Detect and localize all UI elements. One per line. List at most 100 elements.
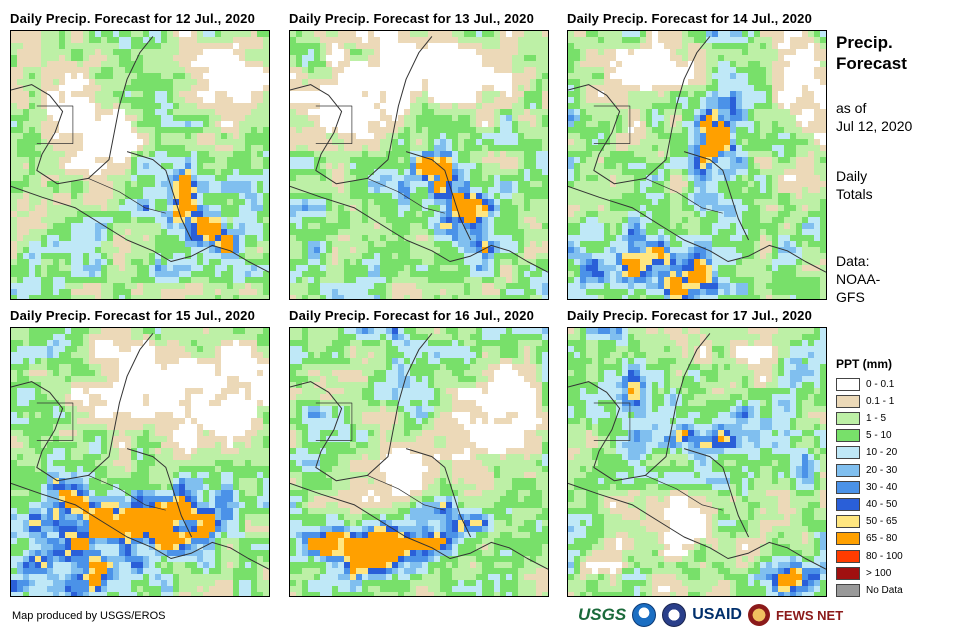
coastline xyxy=(11,333,154,482)
legend-item: 80 - 100 xyxy=(836,548,903,564)
legend-swatch xyxy=(836,549,860,563)
precip-field xyxy=(568,31,826,299)
precip-map-13-jul xyxy=(289,30,549,300)
panel-2-title: Daily Precip. Forecast for 13 Jul., 2020 xyxy=(289,11,535,26)
country-border xyxy=(367,178,445,214)
coastline xyxy=(683,151,750,241)
precip-map-12-jul xyxy=(10,30,270,300)
coastline xyxy=(290,185,548,273)
legend-label: 65 - 80 xyxy=(866,533,898,545)
legend-swatch xyxy=(836,429,860,443)
legend-label: 50 - 65 xyxy=(866,516,898,528)
legend-swatch xyxy=(836,480,860,494)
legend-label: 0 - 0.1 xyxy=(866,378,895,390)
legend-label: > 100 xyxy=(866,567,892,579)
legend-item: 10 - 20 xyxy=(836,445,897,461)
country-border xyxy=(645,475,723,511)
coastline xyxy=(126,448,193,538)
legend-label: 30 - 40 xyxy=(866,481,898,493)
legend-label: No Data xyxy=(866,584,903,596)
legend-label: 80 - 100 xyxy=(866,550,903,562)
legend-swatch xyxy=(836,566,860,580)
country-border xyxy=(315,402,353,441)
coastline xyxy=(11,482,269,570)
coastline xyxy=(683,448,750,538)
coastline xyxy=(126,151,193,241)
panel-1-title: Daily Precip. Forecast for 12 Jul., 2020 xyxy=(10,11,256,26)
coastline xyxy=(290,482,548,570)
forecast-title-line1: Precip. xyxy=(836,33,893,52)
legend-swatch xyxy=(836,532,860,546)
panel-5-title: Daily Precip. Forecast for 16 Jul., 2020 xyxy=(289,308,535,323)
legend-swatch xyxy=(836,515,860,529)
as-of-value: Jul 12, 2020 xyxy=(836,118,913,134)
fews-net-globe-icon xyxy=(747,604,770,626)
precip-field xyxy=(290,31,548,299)
legend-item: 40 - 50 xyxy=(836,496,897,512)
logo-strip: USGS USAID FEWS NET xyxy=(578,600,843,630)
daily-label: Daily xyxy=(836,168,868,184)
legend-swatch xyxy=(836,446,860,460)
legend-label: 5 - 10 xyxy=(866,430,892,442)
legend-swatch xyxy=(836,377,860,391)
legend-label: 0.1 - 1 xyxy=(866,395,895,407)
totals-label: Totals xyxy=(836,186,873,202)
country-border xyxy=(645,178,723,214)
legend-item: 0 - 0.1 xyxy=(836,376,894,392)
legend-label: 10 - 20 xyxy=(866,447,898,459)
coastline xyxy=(290,333,433,482)
panel-3-title: Daily Precip. Forecast for 14 Jul., 2020 xyxy=(567,11,813,26)
legend-item: > 100 xyxy=(836,565,891,581)
country-border xyxy=(593,402,631,441)
coastline xyxy=(290,36,433,185)
noaa-logo-icon xyxy=(632,603,657,627)
legend-label: 40 - 50 xyxy=(866,498,898,510)
as-of-date: as of Jul 12, 2020 xyxy=(836,99,912,135)
precip-field xyxy=(290,328,548,596)
legend-swatch xyxy=(836,411,860,425)
as-of-label: as of xyxy=(836,100,867,116)
country-border xyxy=(36,105,74,144)
data-label: Data: xyxy=(836,253,870,269)
country-border xyxy=(367,475,445,511)
legend-item: 20 - 30 xyxy=(836,462,897,478)
legend-item: No Data xyxy=(836,582,903,598)
coastline xyxy=(568,36,711,185)
fews-net-logo: FEWS NET xyxy=(775,607,844,623)
legend-item: 1 - 5 xyxy=(836,410,886,426)
coastline xyxy=(11,36,154,185)
country-border xyxy=(88,178,166,214)
coastline xyxy=(405,448,472,538)
forecast-title: Precip. Forecast xyxy=(836,32,907,74)
legend-title: PPT (mm) xyxy=(836,357,893,371)
panel-6-title: Daily Precip. Forecast for 17 Jul., 2020 xyxy=(567,308,813,323)
country-border xyxy=(88,475,166,511)
country-border xyxy=(593,105,631,144)
map-credit: Map produced by USGS/EROS xyxy=(12,610,166,622)
daily-totals-note: Daily Totals xyxy=(836,167,873,203)
usaid-logo: USAID xyxy=(692,606,742,623)
panel-4-title: Daily Precip. Forecast for 15 Jul., 2020 xyxy=(10,308,256,323)
source-line-2: NOAA- xyxy=(836,271,881,287)
legend-swatch xyxy=(836,463,860,477)
precip-map-17-jul xyxy=(567,327,827,597)
precip-map-16-jul xyxy=(289,327,549,597)
precip-field xyxy=(11,328,269,596)
data-source-note: Data: NOAA- GFS xyxy=(836,252,880,306)
coastline xyxy=(405,151,472,241)
country-border xyxy=(315,105,353,144)
usgs-logo: USGS xyxy=(578,605,627,624)
country-border xyxy=(36,402,74,441)
legend-item: 30 - 40 xyxy=(836,479,897,495)
legend-label: 1 - 5 xyxy=(866,412,887,424)
coastline xyxy=(568,482,826,570)
precip-field xyxy=(11,31,269,299)
legend-label: 20 - 30 xyxy=(866,464,898,476)
coastline xyxy=(11,185,269,273)
precip-map-15-jul xyxy=(10,327,270,597)
legend-item: 65 - 80 xyxy=(836,531,897,547)
precip-map-14-jul xyxy=(567,30,827,300)
legend-item: 5 - 10 xyxy=(836,428,892,444)
forecast-title-line2: Forecast xyxy=(836,54,907,73)
legend-swatch xyxy=(836,497,860,511)
